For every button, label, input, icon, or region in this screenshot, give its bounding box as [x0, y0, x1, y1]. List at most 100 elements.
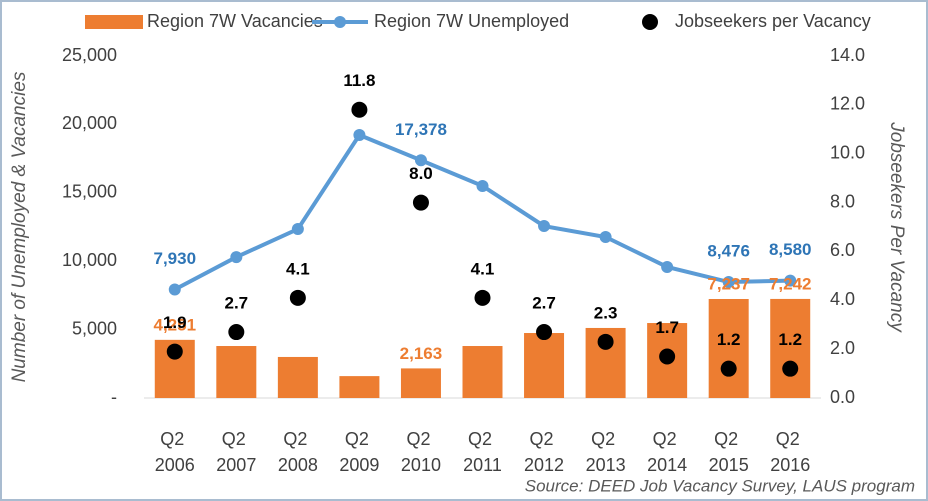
x-tick-label: Q2 2009: [339, 429, 379, 475]
bar: [216, 346, 257, 398]
legend-label: Jobseekers per Vacancy: [675, 11, 871, 31]
line-point: [661, 260, 674, 273]
x-tick-line: 2014: [647, 455, 687, 475]
data-label: 7,930: [153, 249, 196, 268]
bar: [524, 333, 565, 398]
dot: [474, 289, 491, 306]
x-tick-line: 2011: [463, 455, 502, 475]
data-label: 1.7: [655, 318, 679, 337]
x-tick-line: 2006: [155, 455, 195, 475]
x-tick-line: Q2: [714, 429, 743, 449]
y-tick-label: 20,000: [62, 113, 117, 133]
x-tick-label: Q2 2013: [586, 429, 626, 475]
data-label: 1.9: [163, 313, 187, 332]
data-label: 7,242: [769, 274, 812, 293]
bar: [339, 376, 380, 398]
legend-label: Region 7W Vacancies: [147, 11, 323, 31]
line-point: [538, 220, 551, 233]
x-tick-line: Q2: [530, 429, 559, 449]
x-tick-label: Q2 2008: [278, 429, 318, 475]
x-tick-line: Q2: [591, 429, 620, 449]
y2-tick-label: 4.0: [830, 289, 855, 309]
x-tick-label: Q2 2011: [463, 429, 502, 475]
data-label: 8,476: [707, 242, 750, 261]
bar: [462, 346, 503, 398]
x-tick-line: 2016: [770, 455, 810, 475]
data-label: 2,163: [400, 344, 443, 363]
x-tick-line: 2013: [586, 455, 626, 475]
y-tick-label: 15,000: [62, 182, 117, 202]
y2-tick-label: 0.0: [830, 387, 855, 407]
dot: [720, 360, 737, 377]
legend-swatch: [85, 15, 143, 29]
data-label: 4,251: [153, 315, 196, 334]
y-axis-label: Number of Unemployed & Vacancies: [9, 71, 30, 382]
x-tick-line: Q2: [222, 429, 251, 449]
dot: [166, 343, 183, 360]
x-tick-line: Q2: [406, 429, 435, 449]
data-label: 8.0: [409, 164, 433, 183]
line-point: [168, 283, 181, 296]
line-point: [476, 179, 489, 192]
y2-tick-label: 12.0: [830, 94, 865, 114]
x-tick-line: 2010: [401, 455, 441, 475]
x-tick-label: Q2 2014: [647, 429, 687, 475]
line-point: [414, 154, 427, 167]
y2-tick-label: 14.0: [830, 45, 865, 65]
line-point: [599, 230, 612, 243]
data-label: 11.8: [343, 71, 375, 90]
line-point: [784, 274, 797, 287]
y-tick-label: 25,000: [62, 45, 117, 65]
data-label: 2.3: [594, 303, 618, 322]
line-point: [722, 276, 735, 289]
dot: [597, 333, 614, 350]
x-tick-label: Q2 2007: [216, 429, 256, 475]
y-tick-label: -: [111, 387, 117, 407]
x-tick-line: 2009: [339, 455, 379, 475]
bar: [708, 298, 749, 398]
dot: [289, 289, 306, 306]
x-tick-line: 2015: [709, 455, 749, 475]
dot: [228, 324, 245, 341]
dot: [782, 360, 799, 377]
line-point: [230, 251, 243, 264]
x-tick-label: Q2 2010: [401, 429, 441, 475]
x-tick-line: 2008: [278, 455, 318, 475]
x-tick-label: Q2 2012: [524, 429, 564, 475]
data-label: 17,378: [395, 120, 447, 139]
y2-tick-label: 8.0: [830, 191, 855, 211]
x-tick-label: Q2 2016: [770, 429, 810, 475]
data-label: 2.7: [532, 294, 556, 313]
line-point: [353, 129, 366, 142]
x-tick-line: Q2: [468, 429, 497, 449]
x-tick-line: Q2: [776, 429, 805, 449]
data-label: 4.1: [471, 259, 495, 278]
bar: [770, 298, 811, 398]
source: Source: DEED Job Vacancy Survey, LAUS pr…: [525, 476, 915, 495]
x-tick-label: Q2 2006: [155, 429, 195, 475]
line-point: [291, 223, 304, 236]
dot: [536, 324, 553, 341]
dot: [351, 101, 368, 118]
legend-label: Region 7W Unemployed: [374, 11, 569, 31]
data-label: 1.2: [778, 330, 802, 349]
x-tick-label: Q2 2015: [709, 429, 749, 475]
x-tick-line: Q2: [283, 429, 312, 449]
y2-tick-label: 6.0: [830, 240, 855, 260]
data-label: 7,237: [707, 274, 750, 293]
data-label: 1.2: [717, 330, 741, 349]
data-label: 2.7: [224, 294, 248, 313]
bar: [400, 368, 441, 398]
y2-tick-label: 10.0: [830, 142, 865, 162]
y-tick-label: 5,000: [72, 318, 117, 338]
x-tick-line: 2012: [524, 455, 564, 475]
legend-swatch: [642, 14, 658, 30]
dot: [412, 194, 429, 211]
data-label: 4.1: [286, 259, 310, 278]
x-tick-line: Q2: [653, 429, 682, 449]
y-tick-label: 10,000: [62, 250, 117, 270]
y2-tick-label: 2.0: [830, 338, 855, 358]
x-tick-line: Q2: [345, 429, 374, 449]
